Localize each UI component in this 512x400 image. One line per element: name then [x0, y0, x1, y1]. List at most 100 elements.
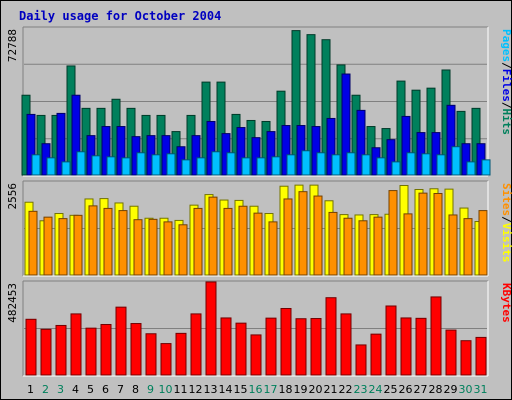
scale-max-label: 72788 — [6, 29, 19, 62]
panel-kbytes: 482453 KBytes — [6, 280, 512, 377]
bar-kbytes-day-8 — [130, 323, 142, 376]
bar-kbytes-day-6 — [100, 323, 112, 376]
legend-entry: / — [500, 62, 512, 69]
bar-sites-day-28 — [433, 192, 443, 276]
bar-sites-day-31 — [478, 210, 488, 276]
bar-sites-day-18 — [283, 198, 293, 276]
x-tick-label: 20 — [309, 383, 323, 396]
bar-sites-day-30 — [463, 218, 473, 276]
bar-kbytes-day-31 — [475, 336, 487, 376]
bar-kbytes-day-9 — [145, 333, 157, 376]
x-tick-label: 3 — [57, 383, 64, 396]
bar-sites-day-16 — [253, 212, 263, 276]
bar-pages-day-23 — [361, 154, 371, 176]
bar-files-day-28 — [431, 132, 441, 176]
bar-sites-day-3 — [58, 218, 68, 276]
x-tick-label: 18 — [279, 383, 293, 396]
bar-pages-day-24 — [376, 157, 386, 176]
bar-pages-day-20 — [316, 152, 326, 176]
series-pages — [31, 146, 491, 176]
bar-pages-day-25 — [391, 161, 401, 176]
bar-hits-day-21 — [321, 39, 331, 176]
bar-hits-day-31 — [471, 107, 481, 176]
bar-kbytes-day-30 — [460, 340, 472, 376]
bar-pages-day-28 — [436, 154, 446, 176]
legend-entry: Pages — [500, 29, 512, 62]
bar-files-day-20 — [311, 126, 321, 176]
series-files — [26, 73, 486, 176]
x-tick-label: 24 — [369, 383, 383, 396]
bar-kbytes-day-11 — [175, 332, 187, 376]
x-tick-label: 28 — [429, 383, 443, 396]
legend-entry: Sites — [500, 183, 512, 216]
bar-sites-day-21 — [328, 211, 338, 276]
bar-kbytes-day-27 — [415, 317, 427, 376]
bar-pages-day-26 — [406, 152, 416, 176]
x-tick-label: 30 — [459, 383, 473, 396]
bar-hits-day-14 — [216, 81, 226, 176]
x-tick-label: 10 — [159, 383, 173, 396]
bar-pages-day-31 — [481, 159, 491, 176]
bar-files-day-6 — [101, 126, 111, 176]
legend-entry: Visits — [500, 223, 512, 263]
x-tick-label: 5 — [87, 383, 94, 396]
bar-kbytes-day-29 — [445, 329, 457, 376]
bar-sites-day-29 — [448, 214, 458, 276]
bar-pages-day-2 — [46, 157, 56, 176]
panel-hits-files-pages: 72788 Pages/Files/Hits — [6, 26, 512, 177]
x-tick-label: 19 — [294, 383, 308, 396]
panel-legend: Pages/Files/Hits — [500, 29, 512, 135]
bar-files-day-21 — [326, 117, 336, 176]
bar-pages-day-16 — [256, 157, 266, 176]
bar-files-day-17 — [266, 131, 276, 176]
bar-kbytes-day-28 — [430, 296, 442, 376]
bar-kbytes-day-17 — [265, 317, 277, 376]
bar-kbytes-day-26 — [400, 317, 412, 376]
x-tick-label: 13 — [204, 383, 218, 396]
x-tick-label: 2 — [42, 383, 49, 396]
legend-entry: Hits — [500, 109, 512, 136]
bar-files-day-23 — [356, 109, 366, 176]
scale-max-label: 482453 — [6, 283, 19, 323]
x-tick-label: 7 — [117, 383, 124, 396]
x-tick-label: 23 — [354, 383, 368, 396]
bar-kbytes-day-12 — [190, 313, 202, 376]
bar-pages-day-29 — [451, 146, 461, 176]
bar-files-day-26 — [401, 115, 411, 176]
bar-pages-day-14 — [226, 152, 236, 176]
legend-entry: / — [500, 102, 512, 109]
bar-sites-day-27 — [418, 192, 428, 276]
bar-sites-day-25 — [388, 190, 398, 276]
panel-visits-sites: 2556 Sites/Visits — [6, 180, 512, 277]
series-kbytes — [25, 281, 487, 376]
x-tick-label: 25 — [384, 383, 398, 396]
bar-pages-day-7 — [121, 157, 131, 176]
bar-sites-day-4 — [73, 214, 83, 276]
bar-kbytes-day-25 — [385, 305, 397, 376]
bar-kbytes-day-5 — [85, 327, 97, 376]
x-tick-label: 29 — [444, 383, 458, 396]
bar-sites-day-11 — [178, 224, 188, 276]
bar-pages-day-10 — [166, 153, 176, 176]
bar-pages-day-13 — [211, 151, 221, 176]
bar-sites-day-10 — [163, 221, 173, 276]
series-sites — [28, 190, 488, 276]
bar-kbytes-day-18 — [280, 307, 292, 376]
bar-kbytes-day-21 — [325, 297, 337, 376]
bar-files-day-12 — [191, 135, 201, 176]
bar-sites-day-5 — [88, 205, 98, 276]
bar-pages-day-18 — [286, 154, 296, 176]
x-tick-label: 26 — [399, 383, 413, 396]
bar-kbytes-day-22 — [340, 313, 352, 376]
bar-sites-day-26 — [403, 213, 413, 276]
bar-pages-day-30 — [466, 161, 476, 176]
panel-legend: Sites/Visits — [500, 183, 512, 263]
legend-entry: Files — [500, 69, 512, 102]
bar-files-day-31 — [476, 143, 486, 176]
bar-pages-day-19 — [301, 150, 311, 176]
bar-pages-day-9 — [151, 154, 161, 176]
x-tick-label: 1 — [27, 383, 34, 396]
bar-pages-day-15 — [241, 157, 251, 176]
x-tick-label: 17 — [264, 383, 278, 396]
